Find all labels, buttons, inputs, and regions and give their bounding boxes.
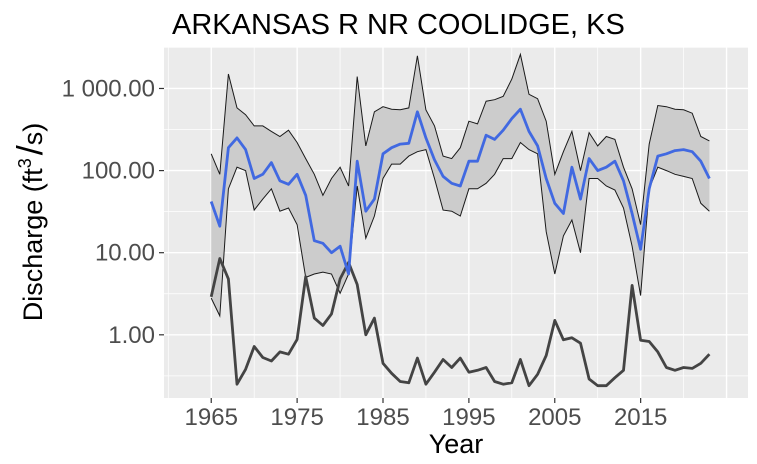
y-axis-unit-base: ft (18, 168, 48, 184)
plot-panel (164, 47, 748, 398)
band-lower-edge (210, 141, 710, 318)
y-axis: 1.00 10.00 100.00 1 000.00 (62, 75, 164, 349)
low-discharge-line (209, 257, 711, 388)
y-axis-unit-slash: / (9, 145, 50, 155)
x-axis-title: Year (429, 429, 484, 459)
y-tick-label: 10.00 (95, 240, 155, 267)
median-discharge-line (209, 107, 711, 276)
y-axis-unit-superscript: 3 (15, 158, 35, 168)
x-tick-label: 1985 (356, 404, 409, 431)
y-tick-label: 100.00 (82, 158, 155, 185)
chart-title: ARKANSAS R NR COOLIDGE, KS (172, 9, 625, 41)
x-tick-label: 2005 (528, 404, 581, 431)
x-tick-label: 1995 (442, 404, 495, 431)
y-axis-unit-rest: s) (18, 123, 48, 146)
band-upper-edge (210, 52, 710, 225)
x-axis: 1965 1975 1985 1995 2005 2015 (185, 398, 667, 431)
y-axis-title: Discharge (ft3 /s) (9, 123, 50, 322)
x-tick-label: 2015 (614, 404, 667, 431)
y-axis-unit-open: ( (18, 183, 48, 200)
y-tick-label: 1.00 (108, 322, 155, 349)
y-axis-title-text: Discharge (18, 200, 48, 322)
x-tick-label: 1975 (270, 404, 323, 431)
x-tick-label: 1965 (185, 404, 238, 431)
y-tick-label: 1 000.00 (62, 75, 155, 102)
